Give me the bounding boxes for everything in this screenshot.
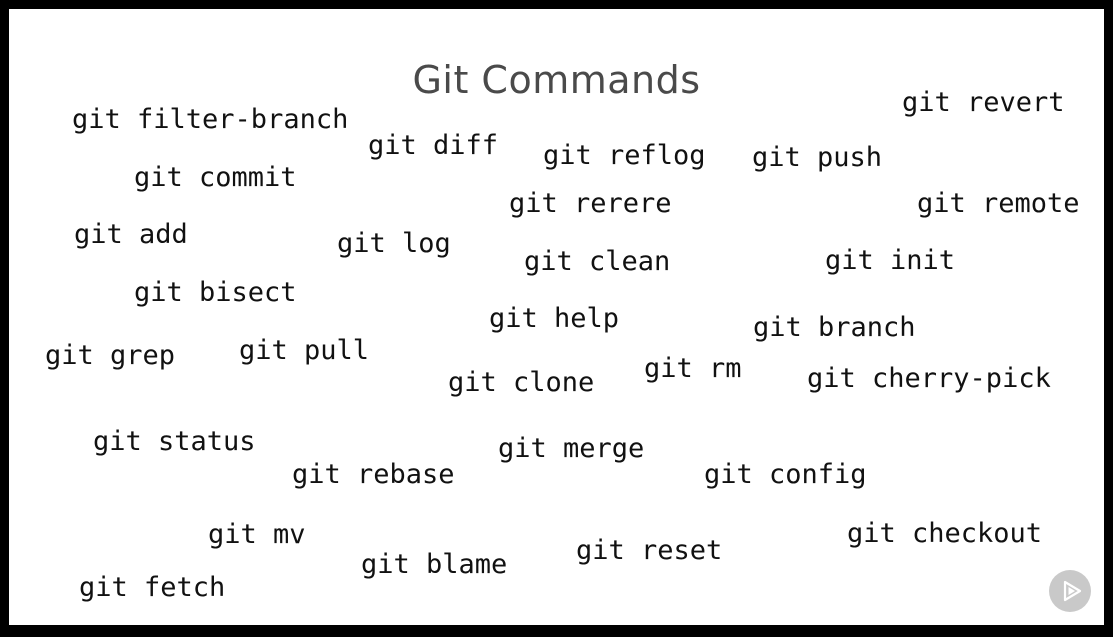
command-reflog: git reflog — [543, 140, 706, 171]
command-cherry-pick: git cherry-pick — [807, 363, 1051, 394]
command-blame: git blame — [361, 549, 508, 580]
command-commit: git commit — [134, 162, 297, 193]
command-fetch: git fetch — [79, 572, 226, 603]
command-diff: git diff — [368, 130, 499, 161]
command-reset: git reset — [576, 535, 723, 566]
slide-title: Git Commands — [412, 58, 701, 102]
command-grep: git grep — [45, 340, 176, 371]
play-button[interactable] — [1049, 570, 1091, 612]
command-rm: git rm — [644, 353, 742, 384]
command-mv: git mv — [208, 519, 306, 550]
command-revert: git revert — [902, 87, 1065, 118]
command-rebase: git rebase — [292, 459, 455, 490]
command-merge: git merge — [498, 433, 645, 464]
play-logo-icon — [1063, 580, 1082, 602]
command-checkout: git checkout — [847, 518, 1043, 549]
slide: Git Commands git filter-branch git rever… — [9, 9, 1104, 625]
command-branch: git branch — [753, 312, 916, 343]
command-rerere: git rerere — [509, 188, 672, 219]
command-log: git log — [337, 228, 451, 259]
command-help: git help — [489, 303, 620, 334]
command-remote: git remote — [917, 188, 1080, 219]
command-clone: git clone — [448, 367, 595, 398]
command-pull: git pull — [239, 335, 370, 366]
command-filter-branch: git filter-branch — [72, 104, 349, 135]
command-clean: git clean — [524, 246, 671, 277]
command-push: git push — [752, 142, 883, 173]
command-init: git init — [825, 245, 956, 276]
command-add: git add — [74, 219, 188, 250]
command-bisect: git bisect — [134, 277, 297, 308]
command-status: git status — [93, 426, 256, 457]
command-config: git config — [704, 459, 867, 490]
